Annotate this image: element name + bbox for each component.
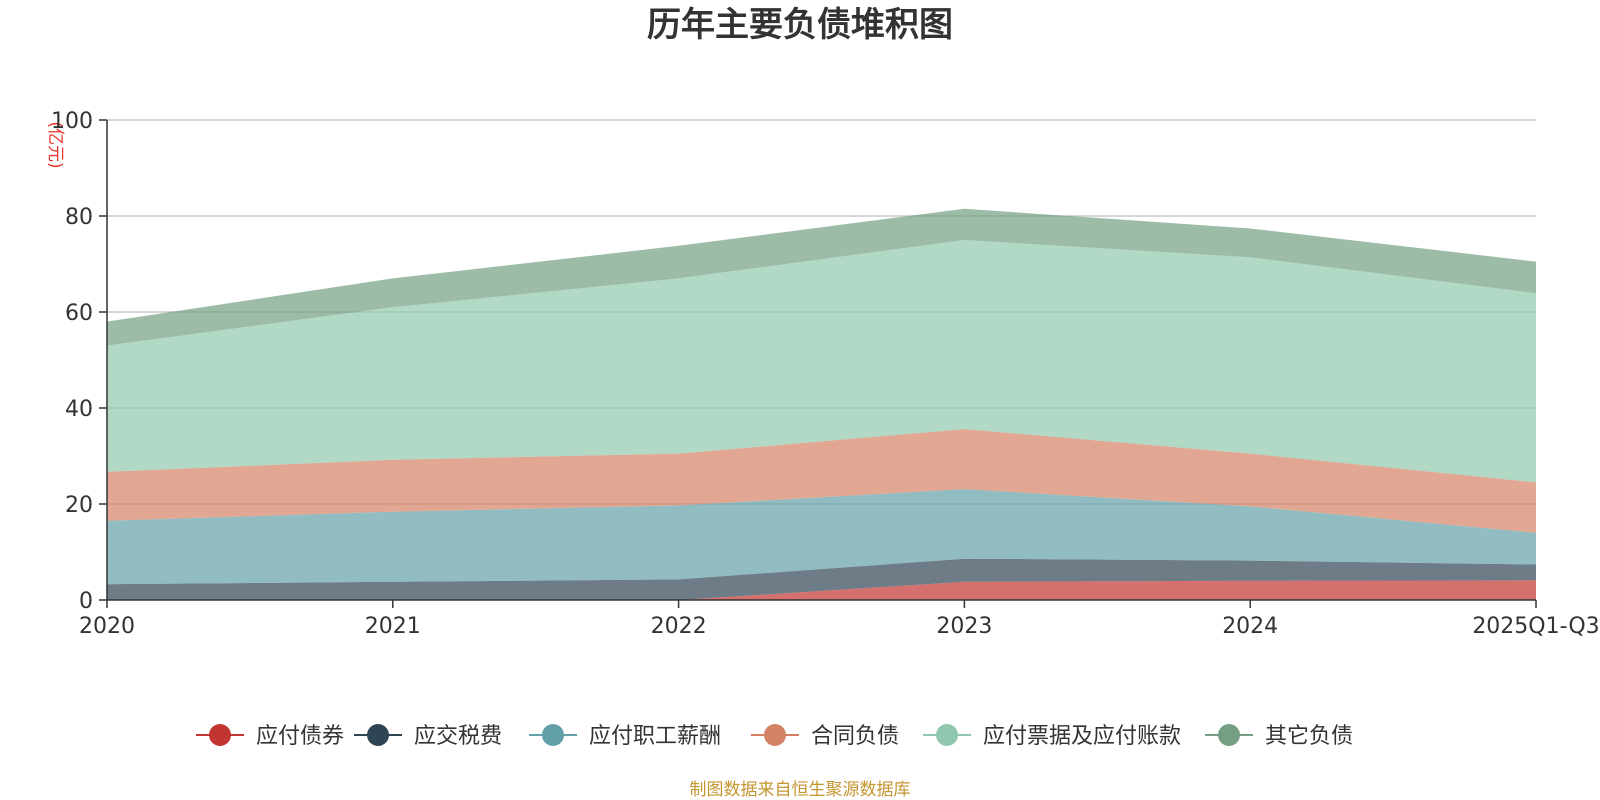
legend-label: 应交税费: [414, 724, 502, 749]
area-series-1: [107, 558, 1536, 600]
y-tick-label: 20: [65, 493, 93, 518]
area-series-0: [107, 580, 1536, 600]
y-tick-label: 80: [65, 205, 93, 230]
legend-label: 应付票据及应付账款: [983, 724, 1181, 749]
legend-label: 其它负债: [1265, 724, 1353, 749]
legend-item-2[interactable]: 应付职工薪酬: [529, 724, 721, 749]
x-tick-label: 2024: [1222, 614, 1278, 639]
y-tick-label: 0: [79, 589, 93, 614]
legend-dot-marker: [1218, 724, 1240, 746]
area-series-group: [107, 208, 1536, 600]
x-tick-label: 2021: [365, 614, 421, 639]
data-source-note: 制图数据来自恒生聚源数据库: [690, 780, 911, 800]
legend-item-0[interactable]: 应付债券: [196, 724, 344, 749]
area-series-3: [107, 429, 1536, 533]
legend-dot-marker: [936, 724, 958, 746]
y-tick-label: 100: [51, 109, 93, 134]
legend-label: 合同负债: [811, 724, 899, 749]
legend-label: 应付职工薪酬: [589, 724, 721, 749]
legend-dot-marker: [209, 724, 231, 746]
legend-dot-marker: [764, 724, 786, 746]
y-axis-unit-label: (亿元): [45, 121, 65, 168]
x-tick-label: 2023: [936, 614, 992, 639]
axes: 0 20 40 60 80 100 2020 2021 2022 2023 2024 2025Q1-Q…: [51, 109, 1600, 639]
y-tick-label: 40: [65, 397, 93, 422]
legend-item-5[interactable]: 其它负债: [1205, 724, 1353, 749]
legend-dot-marker: [367, 724, 389, 746]
area-series-2: [107, 489, 1536, 585]
y-tick-label: 60: [65, 301, 93, 326]
area-series-5: [107, 208, 1536, 346]
x-tick-label: 2020: [79, 614, 135, 639]
legend[interactable]: 应付债券 应交税费 应付职工薪酬 合同负债 应付票据及应付账款 其它负债: [196, 724, 1353, 749]
x-tick-label: 2022: [651, 614, 707, 639]
legend-dot-marker: [542, 724, 564, 746]
x-tick-label: 2025Q1-Q3: [1472, 614, 1599, 639]
legend-item-1[interactable]: 应交税费: [354, 724, 502, 749]
legend-item-4[interactable]: 应付票据及应付账款: [923, 724, 1181, 749]
area-series-4: [107, 240, 1536, 483]
legend-item-3[interactable]: 合同负债: [751, 724, 899, 749]
legend-label: 应付债券: [256, 724, 344, 749]
chart-title: 历年主要负债堆积图: [647, 5, 953, 45]
